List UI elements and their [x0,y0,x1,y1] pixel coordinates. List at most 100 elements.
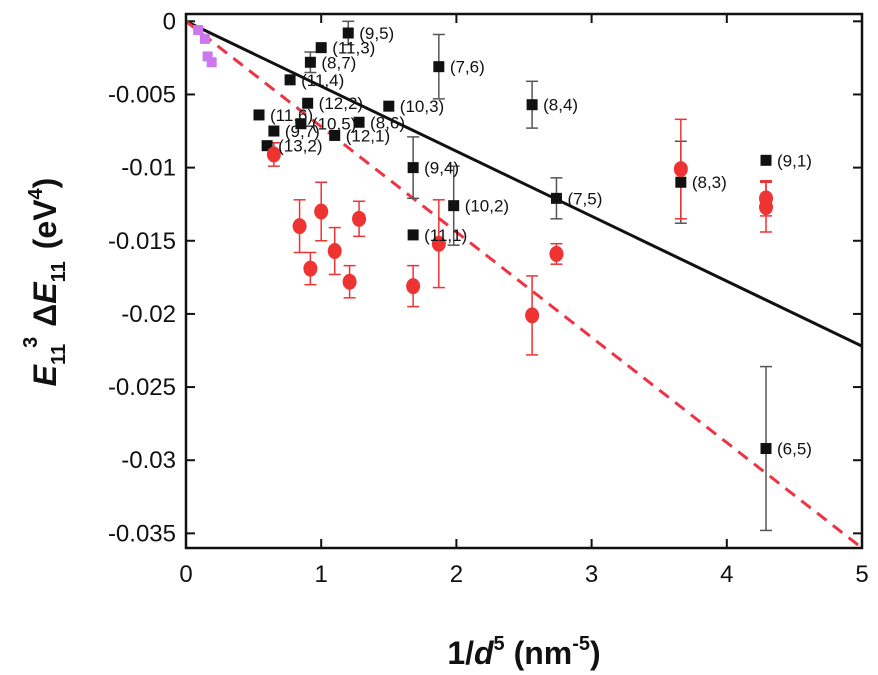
red-circle-point [266,146,281,163]
black-square-point [353,116,365,128]
black-fit-line [186,19,862,348]
y-tick-label: -0.01 [121,155,176,182]
point-label: (8,6) [370,113,405,132]
black-square-point [526,99,538,111]
black-square-point [304,56,316,68]
red-circle-point [759,199,774,216]
y-axis-title-e1: E [27,363,63,386]
y-tick-label: -0.015 [108,228,176,255]
red-circle-point [406,278,421,295]
plot-frame [184,12,864,550]
point-label: (12,1) [346,126,390,145]
red-circle-point [673,161,688,178]
x-tick-label: 2 [450,561,463,588]
x-axis-title-unit-sup: -5 [572,633,590,655]
point-label: (9,1) [777,151,812,170]
point-label: (8,4) [543,96,578,115]
x-axis-title-var: d [474,635,495,671]
black-square-point [261,140,273,152]
y-axis-title-unit: (eV [27,199,63,249]
red-circle-point [314,203,329,220]
x-axis-title-close: ) [590,635,601,671]
y-tick-label: 0 [163,8,176,35]
point-label: (8,3) [692,173,727,192]
red-circle-point [431,235,446,252]
red-circle-point [549,245,564,262]
black-square-point [407,229,419,241]
black-square-point [407,162,419,174]
black-square-point [550,192,562,204]
point-labels: (9,5)(11,3)(8,7)(11,4) (12,2) (11,6)(10,5)… [270,24,812,458]
point-label: (10,3) [400,97,444,116]
x-axis-title: 1/d5 (nm-5) [447,633,600,671]
red-circle-point [342,273,357,290]
point-label: (9,7) [285,122,320,141]
fit-lines [186,19,862,548]
purple-square-point [193,25,204,36]
point-label: (6,5) [777,440,812,459]
point-label: (7,6) [450,58,485,77]
y-tick-label: -0.02 [121,301,176,328]
y-axis-title-e2: E [27,281,63,304]
black-square-point [448,200,460,212]
x-axis-title-unit: (nm [505,635,573,671]
black-square-point [253,109,265,121]
x-axis-title-sup: 5 [494,633,505,655]
point-label: (9,5) [359,24,394,43]
x-tick-label: 4 [720,561,733,588]
y-axis-title: E113ΔE11(eV4) [20,178,70,387]
black-square-point [342,27,354,39]
error-bars [267,20,773,532]
purple-square-point [199,33,210,44]
y-tick-label: -0.03 [121,447,176,474]
y-axis-title-unit-sup: 4 [25,187,47,199]
point-label: (11,3) [332,39,375,58]
tick-labels: 0 1 2 3 4 5 0 -0.005 -0.01 -0.015 -0.02 -0.025 -0.03… [108,8,869,588]
point-label: (11,4) [301,71,344,90]
red-dashed-fit-line [186,20,862,548]
point-label: (10,5) [312,115,356,134]
red-circle-point [352,210,367,227]
red-circle-point [292,218,307,235]
red-circle-point [327,243,342,260]
point-label: (12,2) [319,94,363,113]
red-circle-point [525,307,540,324]
y-axis-title-delta: Δ [27,304,63,327]
point-label: (11,1) [424,226,467,245]
x-tick-label: 5 [855,561,868,588]
y-tick-label: -0.005 [108,81,176,108]
black-square-point [329,129,341,141]
red-circle-point [303,260,318,277]
y-axis-title-sup1: 3 [20,337,42,348]
x-tick-label: 1 [315,561,328,588]
point-label: (9,4) [424,159,459,178]
y-axis-title-sub1: 11 [48,344,70,365]
purple-square-point [206,57,217,68]
black-square-point [295,118,307,130]
y-axis-title-close: ) [27,178,63,189]
y-tick-label: -0.025 [108,374,176,401]
black-square-point [383,100,395,112]
point-label: (11,6) [270,106,313,125]
data-markers [193,25,774,455]
black-square-point [760,443,772,455]
point-label: (7,5) [567,189,602,208]
point-label: (10,2) [465,197,509,216]
y-axis-title-sub2: 11 [48,261,70,282]
x-tick-label: 0 [179,561,192,588]
purple-square-point [202,51,213,62]
point-label: (13,2) [278,137,322,156]
black-square-point [675,176,687,188]
black-square-point [315,42,327,54]
point-label: (8,7) [321,53,356,72]
black-square-point [760,154,772,166]
x-tick-label: 3 [585,561,598,588]
x-axis-title-main: 1/ [447,635,474,671]
plot-area [186,19,862,548]
black-square-point [302,97,314,109]
black-square-point [284,74,296,86]
black-square-point [268,125,280,137]
y-tick-label: -0.035 [108,520,176,547]
black-square-point [433,61,445,73]
